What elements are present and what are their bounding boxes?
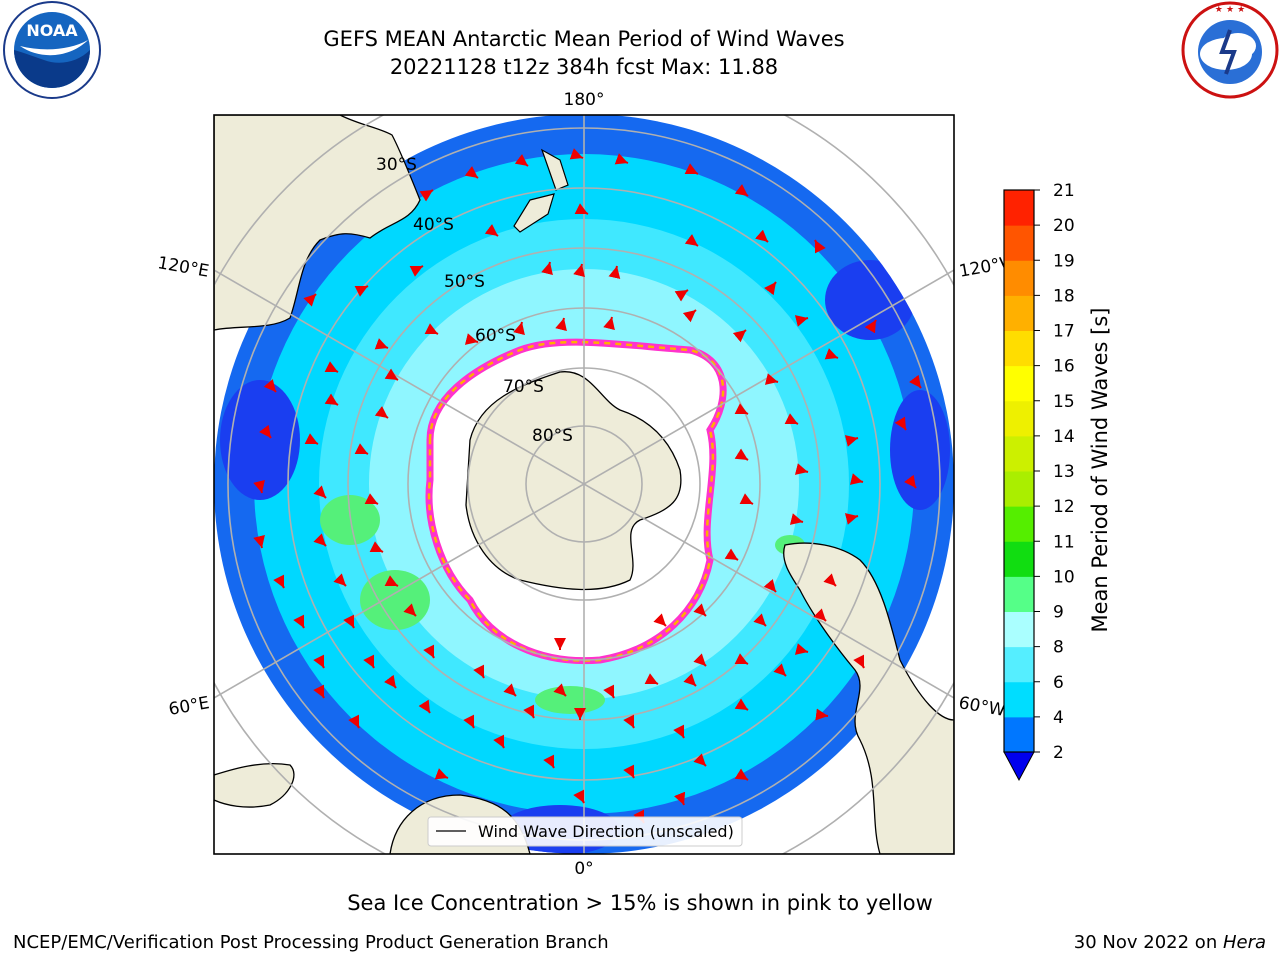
new-zealand-south (513, 193, 555, 233)
colorbar-swatch (1004, 471, 1034, 507)
chart-subtitle: 20221128 t12z 384h fcst Max: 11.88 (389, 55, 779, 79)
wind-wave-arrows (253, 148, 922, 824)
colorbar-tick-label: 9 (1053, 603, 1064, 623)
colorbar-tick-label: 19 (1053, 251, 1075, 271)
colorbar-swatch (1004, 435, 1034, 472)
colorbar-swatch (1004, 611, 1034, 648)
colorbar-ticks: 2 4 6 8 9 10 11 12 13 14 15 16 17 18 19 20 21 (1034, 181, 1075, 763)
colorbar-tick-label: 4 (1053, 708, 1064, 728)
legend-label: Wind Wave Direction (unscaled) (478, 822, 734, 841)
caption: Sea Ice Concentration > 15% is shown in … (347, 891, 933, 915)
colorbar-swatch (1004, 365, 1034, 402)
colorbar-swatch (1004, 295, 1034, 331)
lat-label-30s: 30°S (376, 155, 417, 175)
new-zealand-north (540, 148, 569, 191)
colorbar-label: Mean Period of Wind Waves [s] (1088, 308, 1112, 633)
map-frame (213, 114, 955, 855)
colorbar-swatch (1004, 716, 1034, 753)
colorbar-tick-label: 11 (1053, 532, 1075, 552)
colorbar-tick-label: 16 (1053, 357, 1075, 377)
colorbar-swatch (1004, 225, 1034, 261)
colorbar-tick-label: 20 (1053, 216, 1075, 236)
colorbar-tick-label: 6 (1053, 673, 1064, 693)
colorbar-under-triangle (1003, 751, 1035, 782)
footer-date-text: 30 Nov 2022 on (1073, 932, 1223, 953)
colorbar-swatch (1004, 681, 1034, 718)
lon-label-120e: 120°E (156, 253, 210, 282)
nws-logo: ★ ★ ★ (1181, 1, 1279, 99)
chart-title: GEFS MEAN Antarctic Mean Period of Wind … (323, 27, 845, 51)
colorbar-tick-label: 14 (1053, 427, 1075, 447)
colorbar: 2 4 6 8 9 10 11 12 13 14 15 16 17 18 19 20 21 Mean Perio… (1003, 181, 1112, 782)
lat-label-50s: 50°S (444, 272, 485, 292)
footer-date: 30 Nov 2022 on Hera (1074, 932, 1266, 953)
colorbar-swatch (1004, 400, 1034, 437)
lat-label-70s: 70°S (503, 377, 544, 397)
colorbar-tick-label: 12 (1053, 497, 1075, 517)
colorbar-swatch (1004, 190, 1034, 226)
colorbar-swatch (1004, 330, 1034, 367)
colorbar-swatch (1004, 260, 1034, 296)
colorbar-swatch (1004, 576, 1034, 612)
lat-label-80s: 80°S (532, 426, 573, 446)
australia-landmass (214, 115, 421, 331)
colorbar-tick-label: 2 (1053, 743, 1064, 763)
map-legend: Wind Wave Direction (unscaled) (427, 816, 743, 847)
lon-label-0: 0° (574, 859, 593, 879)
lon-label-180: 180° (564, 90, 605, 110)
svg-text:★ ★ ★: ★ ★ ★ (1215, 5, 1245, 15)
colorbar-tick-label: 17 (1053, 322, 1075, 342)
footer-credit: NCEP/EMC/Verification Post Processing Pr… (13, 932, 609, 953)
colorbar-tick-label: 15 (1053, 392, 1075, 412)
noaa-logo: NOAA (3, 1, 101, 99)
colorbar-tick-label: 8 (1053, 638, 1064, 658)
colorbar-tick-label: 21 (1053, 181, 1075, 201)
colorbar-swatch (1004, 541, 1034, 577)
lat-label-40s: 40°S (413, 215, 454, 235)
footer-host: Hera (1222, 932, 1266, 953)
lat-label-60s: 60°S (475, 326, 516, 346)
colorbar-tick-label: 13 (1053, 462, 1075, 482)
colorbar-swatches (1004, 190, 1034, 753)
colorbar-swatch (1004, 506, 1034, 542)
colorbar-tick-label: 10 (1053, 567, 1075, 587)
noaa-logo-text: NOAA (26, 21, 78, 40)
lon-label-60e: 60°E (167, 693, 211, 720)
colorbar-tick-label: 18 (1053, 286, 1075, 306)
colorbar-swatch (1004, 646, 1034, 683)
